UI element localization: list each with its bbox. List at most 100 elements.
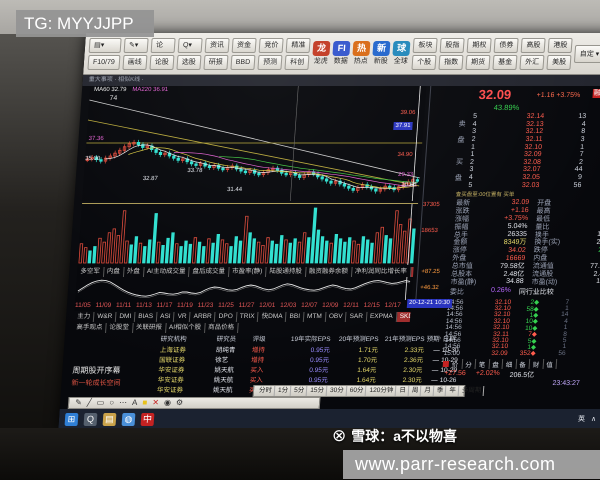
start-icon[interactable]: ⊞: [64, 412, 79, 426]
toolbar-button-期权[interactable]: 期权: [466, 37, 492, 53]
indicator-tab-VR[interactable]: VR: [174, 311, 191, 322]
volume-tab-AI主动成交量[interactable]: AI主动成交量: [143, 266, 190, 277]
research-row[interactable]: 国联证券 徐艺 增持 0.95元 1.70元 2.36元 —10-29: [71, 356, 472, 366]
indicator-tab-MTM[interactable]: MTM: [303, 311, 327, 322]
hotspot-icon[interactable]: 热: [352, 41, 371, 56]
folder-icon[interactable]: ▤: [102, 412, 117, 426]
volume-tab-陆股通持股[interactable]: 陆股通持股: [265, 266, 307, 277]
indicator-tab-ASI[interactable]: ASI: [156, 311, 175, 322]
order-book-row[interactable]: 盘 4 32.05 9: [455, 174, 600, 182]
new-stock-icon[interactable]: 新: [372, 41, 391, 56]
indicator-tab-SAR[interactable]: SAR: [346, 311, 368, 322]
toolbar-button-外汇[interactable]: 外汇: [519, 54, 545, 70]
toolbar-button-研报[interactable]: 研报: [203, 54, 229, 70]
period-button-月[interactable]: 月: [421, 386, 435, 396]
order-book-row[interactable]: 买 2 32.08 2: [456, 159, 600, 167]
research-tab-AI相似个股[interactable]: AI相似个股: [165, 322, 206, 333]
volume-tab-内盘[interactable]: 内盘: [103, 266, 125, 277]
panel-tab-盘[interactable]: 盘: [492, 359, 504, 369]
period-button-5分[interactable]: 5分: [291, 386, 308, 396]
volume-chart[interactable]: [77, 203, 419, 266]
toolbar-button-论股[interactable]: 论股: [149, 54, 175, 70]
research-tab-高手观点[interactable]: 高手观点: [73, 322, 107, 333]
volume-tab-净利润同比增长率[interactable]: 净利润同比增长率: [351, 266, 412, 277]
kline-chart[interactable]: MA60 32.79 MA220 36.91 74 37.36 35.00 33.78 32…: [82, 86, 427, 201]
period-button-1分[interactable]: 1分: [275, 386, 292, 396]
period-button-60分[interactable]: 60分: [347, 386, 367, 396]
order-book-row[interactable]: 3 32.12 8: [458, 128, 600, 136]
volume-tab-外盘[interactable]: 外盘: [123, 266, 145, 277]
period-button-15分[interactable]: 15分: [307, 386, 328, 396]
period-button-120分钟[interactable]: 120分钟: [367, 386, 397, 396]
news-title-2[interactable]: 新一轮成长空间: [71, 380, 121, 387]
period-button-年[interactable]: 年: [446, 386, 460, 396]
toolbar-button-竞价[interactable]: 竞价: [258, 37, 284, 53]
browser-icon[interactable]: ◍: [121, 412, 136, 426]
research-tab-商品价格[interactable]: 商品价格: [204, 322, 239, 333]
zoom-dropdown-icon[interactable]: Q▾: [177, 37, 203, 53]
research-tab-论股堂[interactable]: 论股堂: [106, 322, 134, 333]
line-icon[interactable]: ╱: [86, 398, 93, 407]
toolbar-button-预测[interactable]: 预测: [257, 54, 283, 70]
toolbar-button-美股[interactable]: 美股: [546, 54, 572, 70]
toolbar-button-期货[interactable]: 期货: [465, 54, 491, 70]
panel-tab-备[interactable]: 备: [519, 359, 531, 369]
toolbar-button-个股[interactable]: 个股: [411, 54, 437, 70]
delete-icon[interactable]: ✕: [151, 398, 160, 407]
rect-icon[interactable]: ▭: [96, 398, 105, 407]
search-icon[interactable]: Q: [83, 412, 98, 426]
period-button-30分[interactable]: 30分: [327, 386, 348, 396]
target-icon[interactable]: ◉: [163, 398, 172, 407]
indicator-tab-ARBR[interactable]: ARBR: [190, 311, 217, 322]
dragon-tiger-icon[interactable]: 龙: [312, 41, 331, 56]
order-book-row[interactable]: 盘 2 32.11 3: [457, 136, 600, 144]
period-button-多周期[interactable]: 多周期: [459, 386, 485, 396]
indicator-tab-SKDJ[interactable]: SKDJ: [396, 311, 411, 322]
toolbar-button-资讯[interactable]: 资讯: [204, 37, 230, 53]
panel-tab-财[interactable]: 财: [532, 359, 544, 369]
order-book-row[interactable]: 5 32.03 56: [454, 181, 600, 189]
toolbar-button-债券[interactable]: 债券: [493, 37, 519, 53]
toolbar-button-BBD[interactable]: BBD: [230, 54, 256, 70]
gear-icon[interactable]: ⚙: [175, 398, 184, 407]
order-book-row[interactable]: 1 32.10 1: [457, 143, 600, 151]
toolbar-button-F10/79[interactable]: F10/79: [87, 54, 121, 70]
research-tab-关联研报[interactable]: 关联研报: [132, 322, 167, 333]
toolbar-button-选股[interactable]: 选股: [176, 54, 202, 70]
oscillator-chart[interactable]: [75, 277, 413, 300]
volume-tab-多空军[interactable]: 多空军: [76, 266, 105, 277]
tick-list[interactable]: 14:56 32.10 2◆ 7 14:56 32.10 58◆ 1 14:56 32.10 1◆ 1…: [443, 299, 600, 358]
toolbar-button-港股[interactable]: 港股: [547, 37, 573, 53]
order-book-row[interactable]: 5 32.14 13: [459, 113, 600, 121]
indicator-tab-BBI[interactable]: BBI: [286, 311, 305, 322]
stock-app-icon[interactable]: 中: [140, 412, 155, 426]
toolbar-button-科创[interactable]: 科创: [284, 54, 310, 70]
panel-tab-笔[interactable]: 笔: [478, 359, 490, 369]
indicator-tab-TRIX[interactable]: TRIX: [236, 311, 259, 322]
toolbar-button-自定[interactable]: 自定 ▾: [574, 44, 600, 63]
panel-tab-细[interactable]: 细: [505, 359, 517, 369]
data-icon[interactable]: FI: [332, 41, 351, 56]
indicator-tab-主力[interactable]: 主力: [73, 311, 95, 322]
toolbar-button-指数[interactable]: 指数: [438, 54, 464, 70]
order-book[interactable]: 5 32.14 13 卖 4 32.13 4 3 32.12 8 盘 2 32.11 3 1 32.10 1 1 3…: [454, 113, 600, 189]
panel-tab-价[interactable]: 价: [451, 359, 463, 369]
forum-icon[interactable]: 论: [150, 37, 176, 53]
order-book-row[interactable]: 1 32.09 7: [456, 151, 600, 159]
panel-tab-分[interactable]: 分: [465, 359, 477, 369]
indicator-tab-DPO[interactable]: DPO: [215, 311, 238, 322]
text-icon[interactable]: A: [131, 398, 138, 407]
industry-compare-link[interactable]: 同行业比较: [518, 289, 554, 296]
indicator-tab-OBV[interactable]: OBV: [325, 311, 347, 322]
indicator-tab-EXPMA[interactable]: EXPMA: [366, 311, 398, 322]
period-button-周[interactable]: 周: [409, 386, 422, 396]
toolbar-button-板块[interactable]: 板块: [412, 37, 438, 53]
toolbar-button-画线[interactable]: 画线: [122, 54, 148, 70]
order-book-row[interactable]: 卖 4 32.13 4: [458, 121, 600, 129]
toolbar-button-精准[interactable]: 精准: [285, 37, 311, 53]
toolbar-button-基金[interactable]: 基金: [492, 54, 518, 70]
panel-tab-值[interactable]: 值: [546, 359, 558, 369]
pencil-icon[interactable]: ✎: [74, 398, 83, 407]
circle-icon[interactable]: ○: [108, 398, 115, 407]
tray-up-icon[interactable]: ∧: [590, 416, 597, 423]
